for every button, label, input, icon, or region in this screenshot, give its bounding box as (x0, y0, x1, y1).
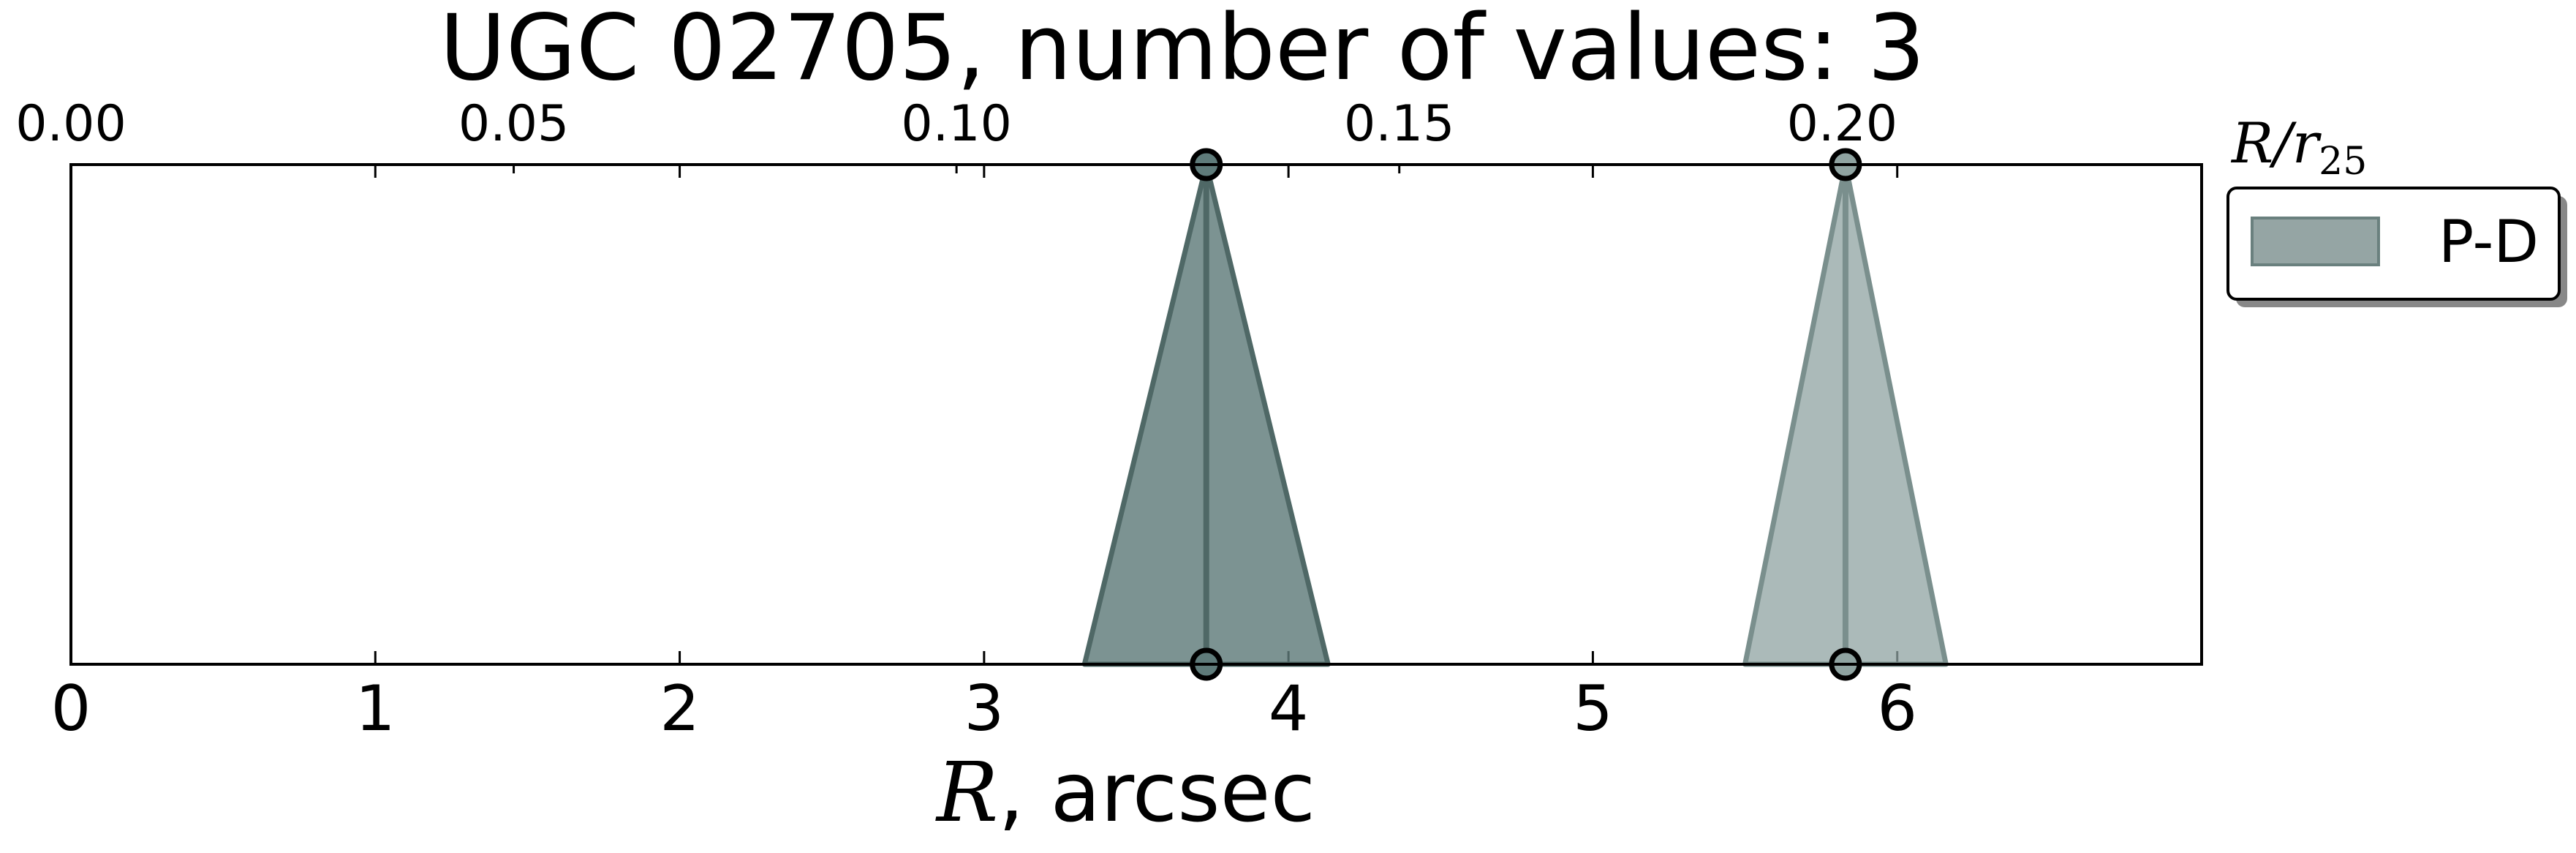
top-tick-label: 0.05 (458, 95, 569, 153)
x-tick-label: 6 (1877, 672, 1917, 745)
top-axis-label-sub: 25 (2319, 140, 2367, 184)
top-tick-label: 0.10 (901, 95, 1011, 153)
legend-label: P-D (2439, 208, 2539, 276)
x-tick-label: 1 (355, 672, 396, 745)
chart-title: UGC 02705, number of values: 3 (439, 0, 1925, 101)
top-axis-ticks: 0.00 0.05 0.10 0.15 0.20 (15, 95, 1897, 173)
x-tick-label: 0 (51, 672, 91, 745)
plot-frame (69, 163, 2203, 666)
top-axis-label: R/r25 (2230, 110, 2367, 184)
x-tick-label: 2 (660, 672, 700, 745)
plot-area (1081, 148, 1949, 681)
x-axis-label-rest: , arcsec (998, 745, 1315, 841)
x-axis-label-symbol: R (935, 745, 998, 841)
top-tick-label: 0.20 (1787, 95, 1897, 153)
legend-swatch (2251, 217, 2380, 266)
legend: P-D (2226, 187, 2567, 307)
x-tick-label: 5 (1573, 672, 1613, 745)
legend-box (2226, 187, 2561, 301)
top-tick-label: 0.15 (1344, 95, 1454, 153)
top-axis-label-base: R/r (2230, 110, 2322, 176)
x-axis-label: R, arcsec (935, 745, 1315, 841)
bottom-axis-ticks: 0 1 2 3 4 5 6 (51, 165, 1917, 745)
x-tick-label: 4 (1269, 672, 1309, 745)
top-tick-label: 0.00 (15, 95, 126, 153)
x-tick-label: 3 (964, 672, 1004, 745)
